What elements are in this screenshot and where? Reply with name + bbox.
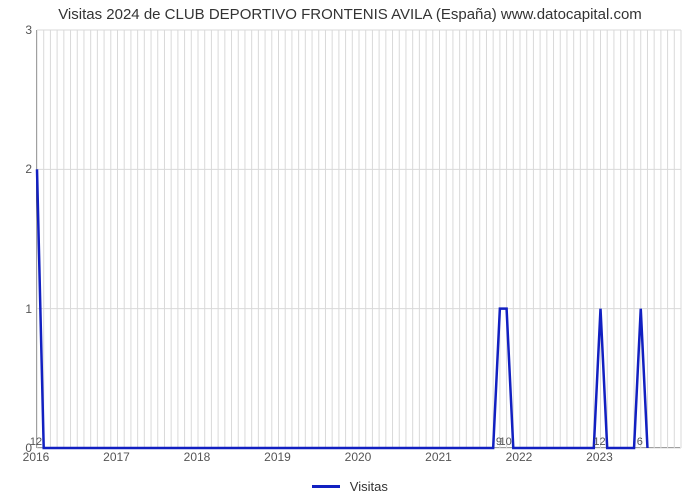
legend-label: Visitas: [350, 479, 388, 494]
x-tick-label: 2018: [184, 450, 211, 464]
point-label: 12: [593, 436, 605, 448]
point-label: 6: [637, 436, 643, 448]
chart-container: Visitas 2024 de CLUB DEPORTIVO FRONTENIS…: [0, 0, 700, 500]
x-tick-label: 2019: [264, 450, 291, 464]
x-tick-label: 2023: [586, 450, 613, 464]
y-tick-label: 3: [18, 23, 32, 37]
x-tick-label: 2021: [425, 450, 452, 464]
chart-title: Visitas 2024 de CLUB DEPORTIVO FRONTENIS…: [0, 6, 700, 23]
point-label: 12: [30, 436, 42, 448]
y-tick-label: 1: [18, 302, 32, 316]
point-label: 10: [499, 436, 511, 448]
x-tick-label: 2022: [506, 450, 533, 464]
legend: Visitas: [0, 478, 700, 494]
plot-area: [36, 30, 680, 448]
legend-swatch: [312, 485, 340, 488]
x-tick-label: 2016: [23, 450, 50, 464]
x-tick-label: 2017: [103, 450, 130, 464]
x-tick-label: 2020: [345, 450, 372, 464]
series-line: [37, 30, 680, 447]
y-tick-label: 2: [18, 162, 32, 176]
